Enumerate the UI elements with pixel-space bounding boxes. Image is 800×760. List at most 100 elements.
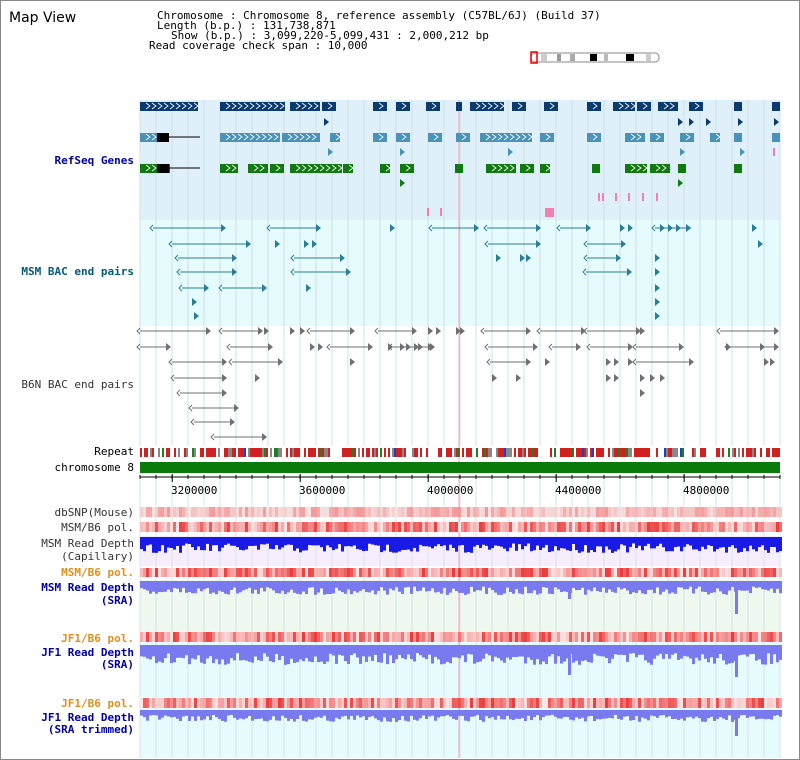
strand-arrow [259,164,265,172]
heat-cell [734,632,737,642]
heat-cell [218,522,221,532]
heat-cell [356,632,359,642]
depth-bar [335,645,338,664]
depth-bar [707,710,710,719]
track-label-refseq[interactable]: RefSeq Genes [54,154,134,167]
heat-cell [764,568,767,577]
depth-bar [203,710,206,720]
repeat-segment [464,448,466,457]
depth-bar [197,645,200,656]
heat-cell [575,522,578,532]
depth-bar [683,537,686,547]
heat-cell [689,568,692,577]
repeat-segment [180,448,182,457]
depth-bar [764,645,767,665]
gene-block [520,164,534,173]
depth-bar [374,710,377,719]
heat-cell [578,522,581,532]
heat-cell [266,507,269,517]
heat-cell [647,568,650,577]
depth-bar [434,537,437,547]
depth-bar [170,537,173,549]
gene-arrow [655,312,660,320]
depth-bar [362,710,365,717]
depth-bar [248,537,251,546]
track-label-b6n-bac[interactable]: B6N BAC end pairs [21,378,134,391]
repeat-segment [186,448,188,457]
heat-cell [422,507,425,517]
depth-bar [545,581,548,588]
depth-bar [701,710,704,722]
heat-cell [689,507,692,517]
strand-arrow [311,133,317,141]
heat-cell [167,507,170,517]
track-label-msm-bac[interactable]: MSM BAC end pairs [21,265,134,278]
strand-arrow [231,133,237,141]
repeat-segment [426,448,428,457]
heat-cell [185,522,188,532]
heat-cell [629,698,632,708]
heat-cell [599,522,602,532]
depth-bar [677,537,680,547]
heat-cell [284,698,287,708]
depth-bar [665,537,668,552]
heat-cell [146,632,149,642]
repeat-segment [310,448,312,457]
depth-bar [323,645,326,665]
repeat-segment [776,448,778,457]
depth-bar [656,581,659,588]
depth-bar [155,581,158,594]
depth-bar [497,537,500,546]
heat-cell [173,632,176,642]
heat-cell [281,507,284,517]
repeat-segment [350,448,352,457]
heat-cell [494,632,497,642]
heat-cell [539,568,542,577]
heat-cell [203,632,206,642]
depth-bar [446,537,449,551]
repeat-segment [308,448,310,457]
heat-cell [209,522,212,532]
b6n-bac-pair-end [176,389,181,397]
heat-cell [731,507,734,517]
heat-cell [428,568,431,577]
strand-arrow [301,102,307,110]
repeat-segment [736,448,738,457]
heat-cell [173,522,176,532]
heat-cell [614,522,617,532]
heat-cell [722,568,725,577]
depth-bar [749,645,752,655]
heat-cell [611,522,614,532]
repeat-segment [468,448,470,457]
depth-bar [611,645,614,659]
b6n-bac-pair-end [636,327,641,335]
b6n-bac-pair-end [222,358,227,366]
heat-cell [458,522,461,532]
depth-bar [476,581,479,591]
repeat-segment [164,448,166,457]
depth-bar [263,645,266,654]
depth-bar [221,710,224,721]
repeat-segment [550,448,552,457]
heat-cell [398,698,401,708]
repeat-segment [554,448,556,457]
depth-bar [596,581,599,592]
heat-cell [689,522,692,532]
heat-cell [638,507,641,517]
heat-cell [386,507,389,517]
depth-bar [524,537,527,547]
heat-cell [284,632,287,642]
heat-cell [263,568,266,577]
repeat-segment [488,448,490,457]
depth-bar [449,581,452,593]
depth-bar [275,581,278,594]
heat-cell [188,507,191,517]
heat-cell [488,522,491,532]
repeat-segment [318,448,320,457]
depth-bar [236,710,239,720]
heat-cell [650,507,653,517]
depth-bar [491,645,494,662]
depth-bar [215,710,218,718]
depth-bar [248,710,251,716]
